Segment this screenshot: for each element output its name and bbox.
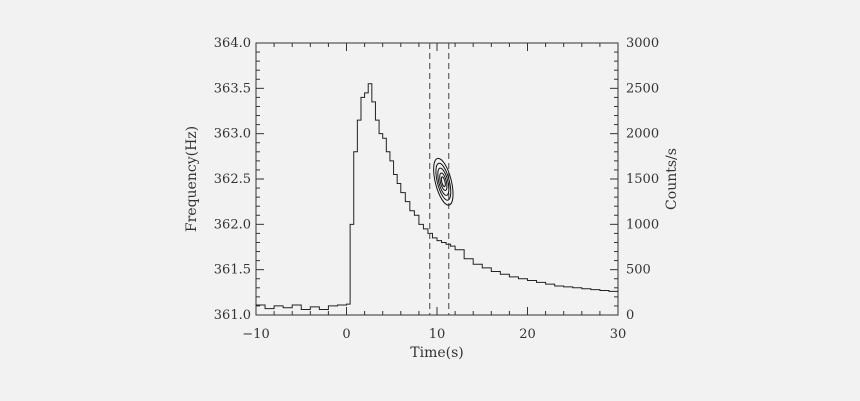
tick-marks: [255, 42, 619, 316]
y-left-tick-label: 364.0: [214, 36, 251, 51]
y-right-tick-label: 2500: [626, 81, 659, 96]
x-tick-label: 20: [519, 327, 536, 342]
x-tick-label: 0: [342, 327, 350, 342]
y-left-tick-label: 362.5: [214, 172, 251, 187]
x-tick-label: −10: [242, 327, 269, 342]
y-left-axis-title: Frequency(Hz): [184, 126, 200, 232]
y-right-axis-title: Counts/s: [664, 148, 680, 210]
y-left-tick-label: 362.0: [214, 217, 251, 232]
series-line-0: [256, 83, 619, 311]
contour-ring-4: [440, 176, 446, 188]
contour-ring-1: [435, 162, 452, 201]
y-right-tick-labels: 0 500 1000 1500 2000 2500 3000: [626, 36, 659, 323]
x-tick-labels: −10 0 10 20 30: [242, 327, 626, 342]
x-tick-label: 10: [429, 327, 446, 342]
contour-ring-3: [439, 172, 448, 191]
contour-group: [433, 157, 454, 206]
x-axis-title: Time(s): [410, 345, 463, 361]
contour-ring-0: [433, 157, 454, 206]
y-right-tick-label: 3000: [626, 36, 659, 51]
y-left-tick-label: 363.0: [214, 127, 251, 142]
y-left-tick-label: 363.5: [214, 81, 251, 96]
x-tick-label: 30: [610, 327, 627, 342]
y-right-tick-label: 1500: [626, 172, 659, 187]
y-right-tick-label: 1000: [626, 217, 659, 232]
y-right-tick-label: 0: [626, 308, 634, 323]
y-left-tick-label: 361.5: [214, 263, 251, 278]
y-right-tick-label: 500: [626, 263, 651, 278]
y-left-tick-label: 361.0: [214, 308, 251, 323]
y-right-tick-label: 2000: [626, 127, 659, 142]
series-group: [256, 83, 619, 311]
y-left-tick-labels: 361.0 361.5 362.0 362.5 363.0 363.5 364.0: [214, 36, 251, 323]
contour-ring-2: [437, 167, 450, 196]
